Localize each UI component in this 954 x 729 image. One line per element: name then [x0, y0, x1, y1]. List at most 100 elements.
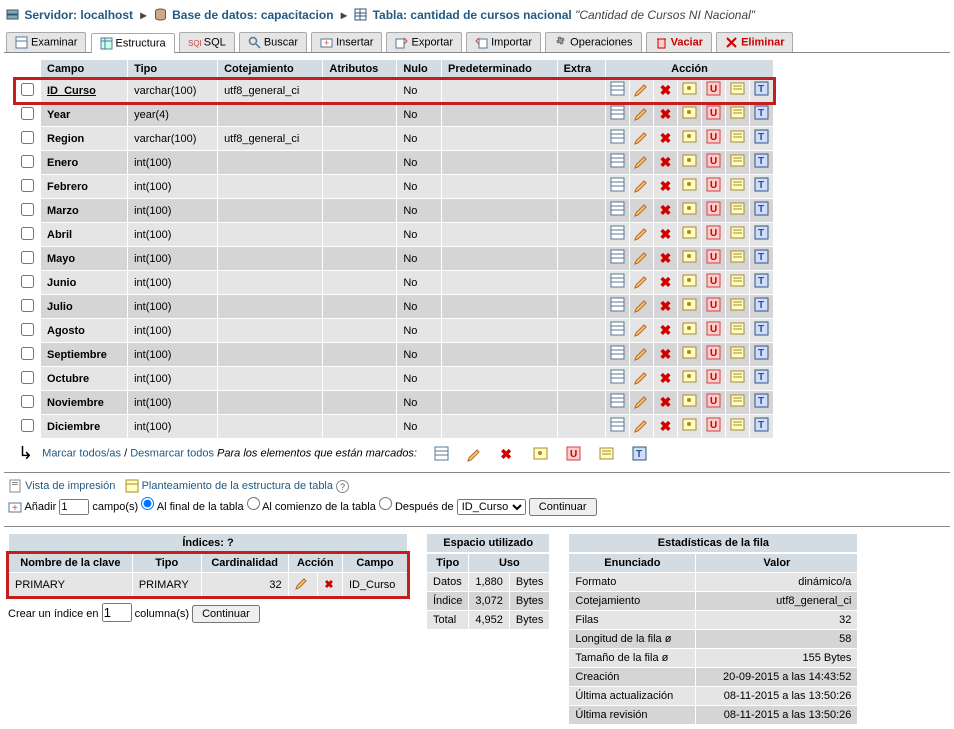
- tab-insertar[interactable]: +Insertar: [311, 32, 382, 52]
- row-checkbox[interactable]: [21, 419, 34, 432]
- row-checkbox[interactable]: [21, 107, 34, 120]
- edit-icon[interactable]: [630, 271, 654, 295]
- browse-icon[interactable]: [606, 391, 630, 415]
- row-checkbox[interactable]: [21, 347, 34, 360]
- drop-icon[interactable]: ✖: [654, 127, 678, 151]
- browse-icon[interactable]: [606, 367, 630, 391]
- unique-icon[interactable]: U: [702, 319, 726, 343]
- server-link[interactable]: Servidor: localhost: [24, 8, 133, 22]
- index-icon[interactable]: [726, 103, 750, 127]
- unique-icon[interactable]: U: [702, 415, 726, 439]
- unique-icon[interactable]: U: [702, 391, 726, 415]
- browse-icon[interactable]: [606, 247, 630, 271]
- row-checkbox[interactable]: [21, 323, 34, 336]
- primary-icon[interactable]: [678, 175, 702, 199]
- browse-icon[interactable]: [606, 127, 630, 151]
- tab-vaciar[interactable]: Vaciar: [646, 32, 712, 52]
- index-icon[interactable]: [726, 415, 750, 439]
- browse-icon[interactable]: [606, 415, 630, 439]
- drop-icon[interactable]: ✖: [654, 151, 678, 175]
- drop-icon[interactable]: ✖: [654, 295, 678, 319]
- tab-operaciones[interactable]: Operaciones: [545, 32, 641, 52]
- edit-icon[interactable]: [630, 223, 654, 247]
- primary-icon[interactable]: [678, 103, 702, 127]
- primary-icon[interactable]: [533, 446, 549, 462]
- tab-buscar[interactable]: Buscar: [239, 32, 307, 52]
- primary-icon[interactable]: [678, 295, 702, 319]
- drop-icon[interactable]: ✖: [654, 223, 678, 247]
- index-count-input[interactable]: [102, 603, 132, 622]
- index-icon[interactable]: [726, 223, 750, 247]
- fulltext-icon[interactable]: T: [750, 151, 774, 175]
- fulltext-icon[interactable]: T: [750, 175, 774, 199]
- drop-icon[interactable]: ✖: [654, 343, 678, 367]
- index-icon[interactable]: [726, 199, 750, 223]
- tab-examinar[interactable]: Examinar: [6, 32, 86, 52]
- tab-exportar[interactable]: Exportar: [386, 32, 462, 52]
- edit-icon[interactable]: [630, 295, 654, 319]
- drop-icon[interactable]: ✖: [654, 391, 678, 415]
- edit-icon[interactable]: [630, 151, 654, 175]
- fulltext-icon[interactable]: T: [750, 103, 774, 127]
- browse-icon[interactable]: [606, 343, 630, 367]
- unique-icon[interactable]: U: [702, 223, 726, 247]
- unique-icon[interactable]: U: [702, 295, 726, 319]
- unique-icon[interactable]: U: [702, 367, 726, 391]
- unique-icon[interactable]: U: [702, 175, 726, 199]
- add-count-input[interactable]: [59, 499, 89, 515]
- index-icon[interactable]: [726, 175, 750, 199]
- edit-icon[interactable]: [630, 391, 654, 415]
- unique-icon[interactable]: U: [702, 271, 726, 295]
- fulltext-icon[interactable]: T: [750, 391, 774, 415]
- edit-icon[interactable]: [630, 367, 654, 391]
- browse-icon[interactable]: [606, 103, 630, 127]
- index-icon[interactable]: [726, 319, 750, 343]
- index-icon[interactable]: [726, 391, 750, 415]
- index-icon[interactable]: [726, 343, 750, 367]
- unique-icon[interactable]: U: [702, 151, 726, 175]
- edit-icon[interactable]: [630, 103, 654, 127]
- drop-icon[interactable]: ✖: [654, 271, 678, 295]
- drop-icon[interactable]: ✖: [654, 367, 678, 391]
- row-checkbox[interactable]: [21, 203, 34, 216]
- index-icon[interactable]: [726, 367, 750, 391]
- fulltext-icon[interactable]: T: [750, 295, 774, 319]
- index-icon[interactable]: [726, 295, 750, 319]
- unique-icon[interactable]: U: [702, 247, 726, 271]
- fulltext-icon[interactable]: T: [750, 223, 774, 247]
- edit-icon[interactable]: [630, 415, 654, 439]
- drop-icon[interactable]: ✖: [654, 319, 678, 343]
- help-icon[interactable]: ?: [336, 480, 349, 493]
- row-checkbox[interactable]: [21, 395, 34, 408]
- primary-icon[interactable]: [678, 127, 702, 151]
- uncheck-all-link[interactable]: Desmarcar todos: [130, 447, 214, 459]
- index-go-button[interactable]: Continuar: [192, 605, 260, 623]
- tab-sql[interactable]: SQLSQL: [179, 32, 235, 52]
- unique-icon[interactable]: U: [702, 79, 726, 103]
- primary-icon[interactable]: [678, 223, 702, 247]
- primary-icon[interactable]: [678, 391, 702, 415]
- browse-icon[interactable]: [606, 79, 630, 103]
- primary-icon[interactable]: [678, 415, 702, 439]
- primary-icon[interactable]: [678, 151, 702, 175]
- row-checkbox[interactable]: [21, 371, 34, 384]
- primary-icon[interactable]: [678, 247, 702, 271]
- unique-icon[interactable]: U: [566, 446, 582, 462]
- primary-icon[interactable]: [678, 343, 702, 367]
- row-checkbox[interactable]: [21, 155, 34, 168]
- add-after-select[interactable]: ID_Curso: [457, 499, 526, 515]
- check-all-link[interactable]: Marcar todos/as: [42, 447, 121, 459]
- table-link[interactable]: Tabla: cantidad de cursos nacional: [373, 8, 572, 22]
- row-checkbox[interactable]: [21, 275, 34, 288]
- unique-icon[interactable]: U: [702, 199, 726, 223]
- edit-icon[interactable]: [630, 175, 654, 199]
- browse-icon[interactable]: [606, 271, 630, 295]
- help-icon[interactable]: ?: [227, 537, 234, 549]
- drop-icon[interactable]: ✖: [654, 103, 678, 127]
- index-icon[interactable]: [726, 271, 750, 295]
- row-checkbox[interactable]: [21, 179, 34, 192]
- drop-icon[interactable]: ✖: [654, 79, 678, 103]
- edit-icon[interactable]: [630, 247, 654, 271]
- add-after[interactable]: Después de: [379, 501, 454, 513]
- browse-icon[interactable]: [606, 151, 630, 175]
